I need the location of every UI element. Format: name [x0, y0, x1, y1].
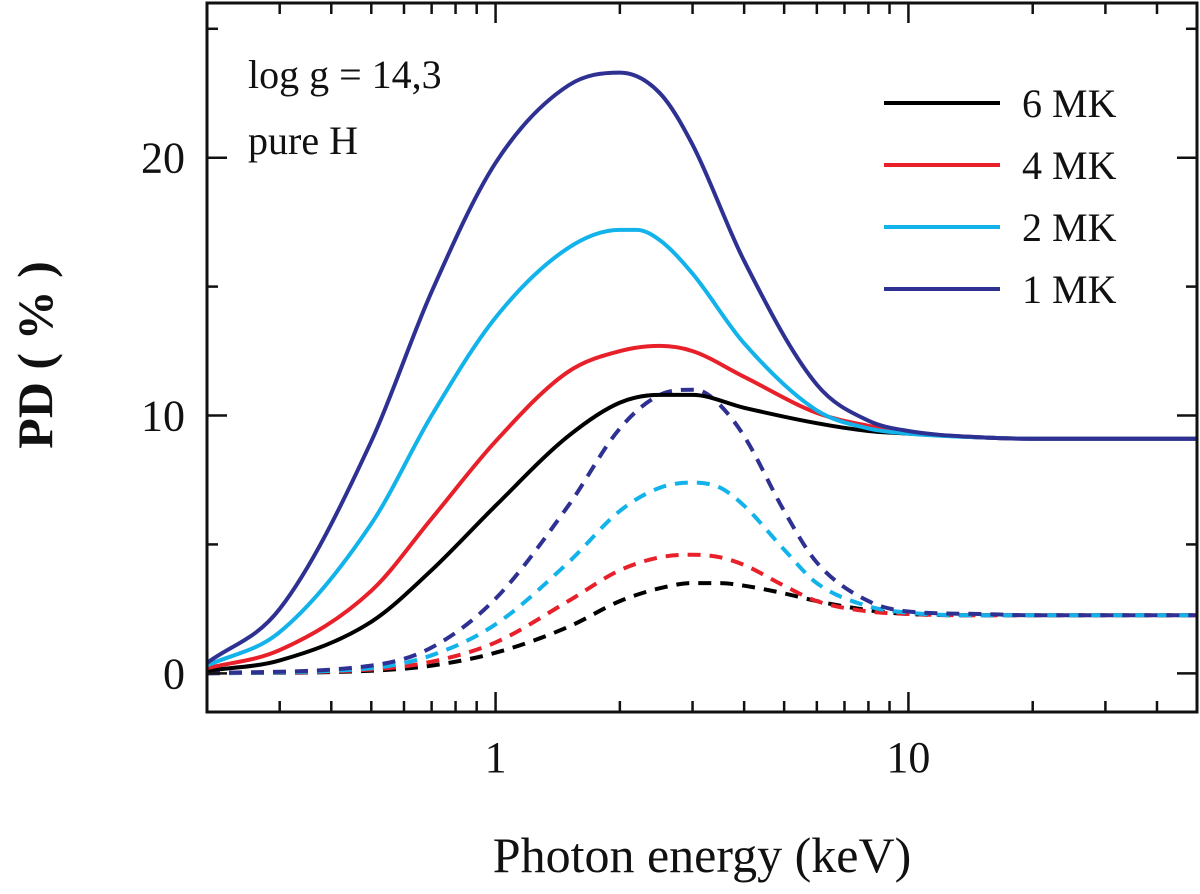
y-tick-label: 10	[141, 392, 185, 441]
series-line-2-mk-dashed	[206, 480, 1197, 676]
legend-label: 1 MK	[1022, 267, 1117, 312]
y-tick-label: 0	[163, 649, 185, 698]
x-tick-label: 10	[886, 733, 930, 782]
legend-label: 4 MK	[1022, 143, 1117, 188]
series-lines	[205, 70, 1197, 676]
plot-frame	[205, 1, 1199, 714]
annotation-log-g: log g = 14,3	[248, 52, 442, 97]
series-line-6-mk-dashed	[206, 581, 1197, 676]
tick-labels: 1 10 0 10 20	[141, 134, 930, 782]
legend-label: 6 MK	[1022, 81, 1117, 126]
legend-label: 2 MK	[1022, 205, 1117, 250]
x-tick-label: 1	[485, 733, 507, 782]
annotation-pure-h: pure H	[248, 118, 358, 163]
y-tick-label: 20	[141, 134, 185, 183]
x-axis-title: Photon energy (keV)	[493, 827, 911, 883]
series-line-6-mk-solid	[206, 392, 1197, 673]
axis-ticks	[205, 3, 1199, 712]
legend: 6 MK 4 MK 2 MK 1 MK	[884, 81, 1117, 312]
series-line-1-mk-solid	[205, 70, 1197, 665]
y-axis-title: PD ( % )	[7, 261, 63, 448]
series-line-4-mk-dashed	[206, 552, 1197, 676]
